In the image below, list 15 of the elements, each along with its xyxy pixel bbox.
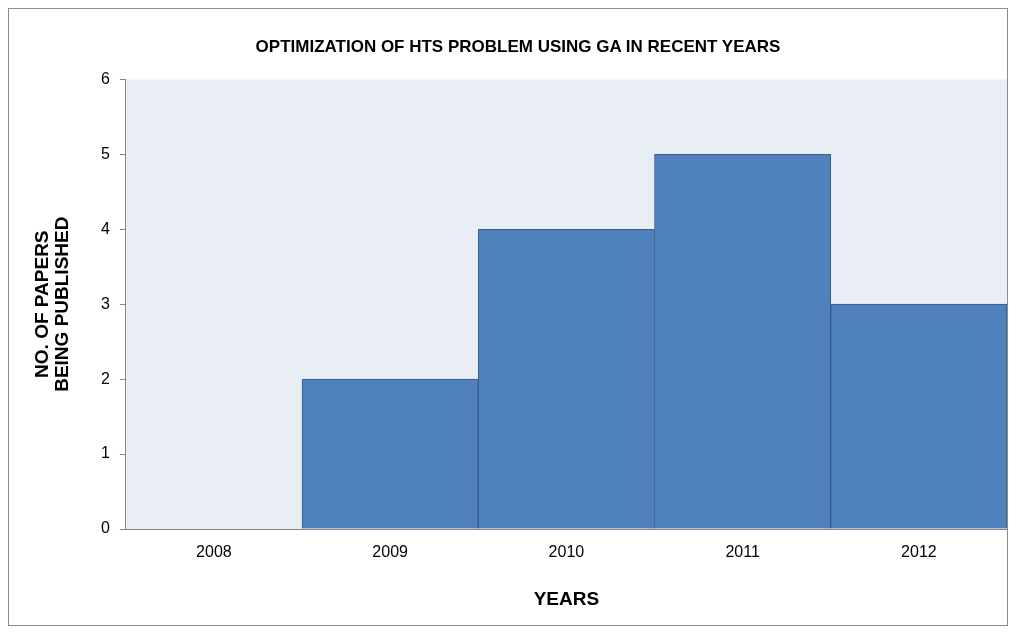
y-tick-label: 6 <box>100 69 110 87</box>
x-axis-title: YEARS <box>533 587 600 609</box>
x-tick-label: 2008 <box>196 543 232 561</box>
x-tick-label: 2012 <box>901 543 937 561</box>
y-tick-label: 2 <box>100 369 110 387</box>
y-tick-label: 5 <box>100 144 110 162</box>
y-axis-title: NO. OF PAPERS BEING PUBLISHED <box>31 216 73 392</box>
y-tick-label: 3 <box>100 294 110 312</box>
y-tick-label: 1 <box>100 444 110 462</box>
x-tick-label: 2009 <box>372 543 409 561</box>
x-tick-label: 2011 <box>725 543 760 561</box>
chart-title: OPTIMIZATION OF HTS PROBLEM USING GA IN RECENT YEARS <box>255 36 781 56</box>
y-tick-label: 4 <box>100 219 110 237</box>
y-tick-label: 0 <box>100 519 110 537</box>
x-tick-label: 2010 <box>548 543 585 561</box>
